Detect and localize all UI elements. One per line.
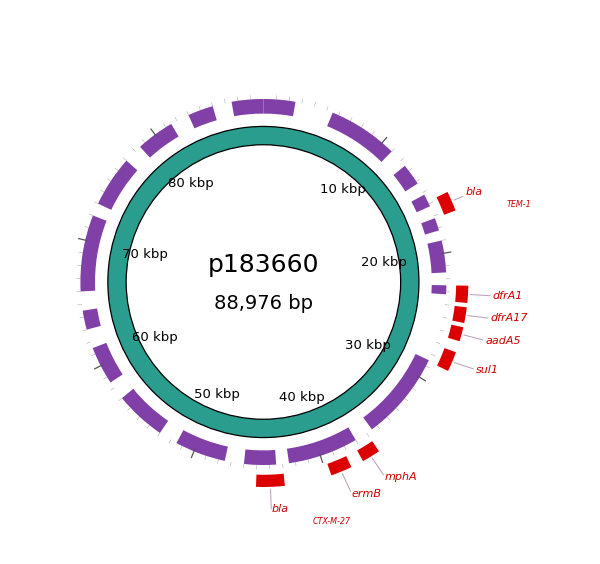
Wedge shape <box>421 218 439 235</box>
Text: 88,976 bp: 88,976 bp <box>214 294 313 314</box>
Wedge shape <box>188 106 217 129</box>
Text: 80 kbp: 80 kbp <box>168 177 214 190</box>
Text: 50 kbp: 50 kbp <box>194 389 240 402</box>
Text: ermB: ermB <box>352 489 382 499</box>
Wedge shape <box>232 99 263 116</box>
Wedge shape <box>452 306 467 323</box>
Text: 60 kbp: 60 kbp <box>132 331 178 345</box>
Text: sul1: sul1 <box>476 365 499 375</box>
Text: bla: bla <box>466 187 483 197</box>
Wedge shape <box>437 348 456 371</box>
Text: 70 kbp: 70 kbp <box>122 248 167 261</box>
Text: 30 kbp: 30 kbp <box>344 339 391 352</box>
Text: mphA: mphA <box>385 472 418 482</box>
Text: bla: bla <box>271 504 289 514</box>
Wedge shape <box>256 474 285 487</box>
Wedge shape <box>363 354 429 429</box>
Text: aadA5: aadA5 <box>485 336 521 346</box>
Wedge shape <box>93 343 122 382</box>
Text: p183660: p183660 <box>208 253 319 277</box>
Wedge shape <box>448 325 463 341</box>
Wedge shape <box>357 441 379 461</box>
Wedge shape <box>327 113 392 162</box>
Text: dfrA17: dfrA17 <box>490 314 528 324</box>
Wedge shape <box>80 215 107 292</box>
Text: dfrA1: dfrA1 <box>493 291 523 301</box>
Wedge shape <box>140 124 179 158</box>
Wedge shape <box>328 456 352 475</box>
Text: 40 kbp: 40 kbp <box>278 391 324 404</box>
Wedge shape <box>263 99 296 116</box>
Wedge shape <box>412 195 430 212</box>
Wedge shape <box>122 389 168 433</box>
Wedge shape <box>108 126 419 438</box>
Wedge shape <box>176 430 228 461</box>
Wedge shape <box>455 285 469 303</box>
Text: 20 kbp: 20 kbp <box>361 256 407 269</box>
Wedge shape <box>394 166 418 191</box>
Wedge shape <box>98 161 137 210</box>
Wedge shape <box>244 450 276 465</box>
Wedge shape <box>431 285 446 294</box>
Wedge shape <box>427 240 446 273</box>
Wedge shape <box>287 428 356 463</box>
Text: TEM-1: TEM-1 <box>506 200 532 209</box>
Wedge shape <box>437 192 455 215</box>
Text: 10 kbp: 10 kbp <box>320 183 365 196</box>
Text: CTX-M-27: CTX-M-27 <box>313 517 350 526</box>
Wedge shape <box>83 309 101 330</box>
